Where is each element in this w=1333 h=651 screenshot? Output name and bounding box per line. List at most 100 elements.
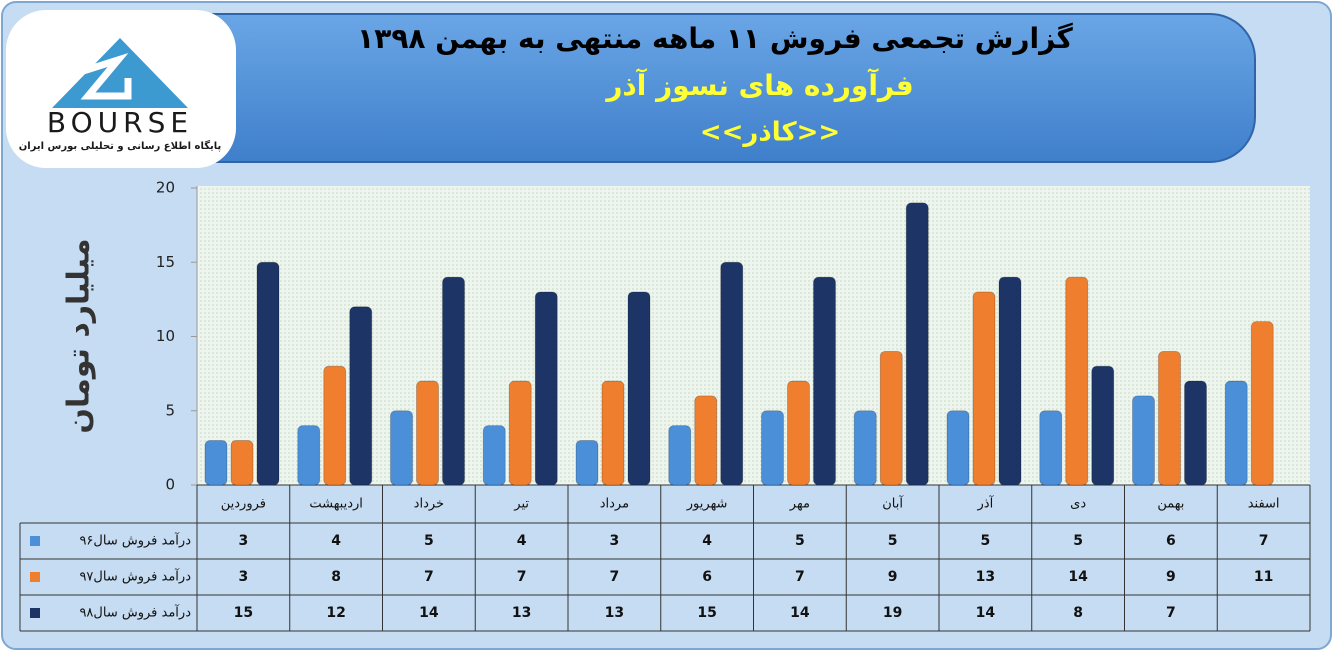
bar xyxy=(1065,276,1089,486)
table-cell: 12 xyxy=(326,605,345,621)
x-tick-label: مهر xyxy=(789,497,810,512)
logo: BOURSE پایگاه اطلاع رسانی و تحلیلی بورس … xyxy=(6,10,236,168)
x-tick-label: آذر xyxy=(977,495,995,512)
table-cell: 5 xyxy=(1073,533,1083,549)
table-cell: 6 xyxy=(1166,533,1176,549)
table-cell: 7 xyxy=(517,569,527,585)
table-cell: 7 xyxy=(1166,605,1176,621)
bar xyxy=(230,440,254,486)
bar xyxy=(998,276,1022,486)
x-tick-label: فروردین xyxy=(221,497,266,512)
table-cell: 4 xyxy=(517,533,527,549)
logo-mark xyxy=(78,53,132,100)
bar xyxy=(601,380,625,486)
table-cell: 3 xyxy=(239,533,249,549)
bar xyxy=(508,380,532,486)
table-cell: 14 xyxy=(976,605,996,621)
table-cell: 7 xyxy=(795,569,805,585)
bar xyxy=(1224,380,1248,486)
bar xyxy=(204,440,228,486)
legend-label: درآمد فروش سال۹۷ xyxy=(79,568,191,585)
chart-subtitle: فرآورده های نسوز آذر xyxy=(604,68,913,102)
table-cell: 19 xyxy=(883,605,902,621)
bar xyxy=(720,261,744,486)
table-cell: 5 xyxy=(888,533,898,549)
table-cell: 4 xyxy=(331,533,341,549)
x-tick-label: اسفند xyxy=(1248,497,1280,512)
chart-title: گزارش تجمعی فروش ۱۱ ماهه منتهی به بهمن ۱… xyxy=(357,22,1073,55)
x-tick-label: اردیبهشت xyxy=(309,497,363,512)
legend-label: درآمد فروش سال۹۸ xyxy=(79,604,191,621)
logo-text: BOURSE xyxy=(47,106,193,139)
bar xyxy=(668,425,692,486)
bar xyxy=(905,202,929,486)
bar xyxy=(390,410,413,486)
bar xyxy=(323,365,347,486)
bar xyxy=(256,261,280,486)
bar xyxy=(1250,321,1274,486)
bar xyxy=(853,410,877,486)
table-cell: 13 xyxy=(512,605,531,621)
table-cell: 14 xyxy=(419,605,439,621)
table-cell: 8 xyxy=(1073,605,1083,621)
bar xyxy=(946,410,970,486)
logo-subtitle: پایگاه اطلاع رسانی و تحلیلی بورس ایران xyxy=(19,139,222,152)
bar xyxy=(1091,365,1115,486)
table-cell: 11 xyxy=(1254,569,1273,585)
table-cell: 7 xyxy=(424,569,434,585)
bar xyxy=(349,306,373,486)
legend-swatch xyxy=(30,608,40,618)
table-cell: 9 xyxy=(1166,569,1176,585)
table-cell: 8 xyxy=(331,569,341,585)
bar xyxy=(972,291,996,486)
table-cell: 7 xyxy=(610,569,620,585)
y-tick-label: 20 xyxy=(156,179,175,197)
x-tick-label: دی xyxy=(1070,497,1086,512)
bar xyxy=(879,350,903,486)
bar xyxy=(1184,380,1207,486)
bar xyxy=(297,425,321,486)
table-cell: 5 xyxy=(795,533,805,549)
legend-swatch xyxy=(30,572,40,582)
bar xyxy=(1039,410,1063,486)
y-axis-title: میلیارد تومان xyxy=(62,238,97,433)
table-cell: 15 xyxy=(234,605,253,621)
x-tick-label: تیر xyxy=(513,497,529,512)
logo-shape xyxy=(52,38,188,108)
bar xyxy=(813,276,836,486)
bar xyxy=(534,291,558,486)
bar xyxy=(442,276,465,486)
bar xyxy=(787,380,810,486)
plot-area xyxy=(197,186,1310,485)
x-tick-label: بهمن xyxy=(1157,497,1184,512)
x-tick-label: خرداد xyxy=(414,497,444,512)
table-cell: 3 xyxy=(239,569,249,585)
bar xyxy=(416,380,439,486)
bar xyxy=(761,410,784,486)
table-cell: 5 xyxy=(424,533,434,549)
table-cell: 15 xyxy=(697,605,716,621)
legend-swatch xyxy=(30,536,40,546)
y-tick-label: 10 xyxy=(156,327,175,345)
y-tick-label: 5 xyxy=(165,401,175,419)
legend-label: درآمد فروش سال۹۶ xyxy=(79,532,191,549)
y-tick-label: 15 xyxy=(156,253,175,271)
table-cell: 13 xyxy=(976,569,995,585)
x-tick-label: مرداد xyxy=(600,497,629,512)
bar xyxy=(694,395,718,486)
table-cell: 13 xyxy=(605,605,624,621)
table-cell: 3 xyxy=(610,533,620,549)
x-tick-label: شهریور xyxy=(686,497,728,512)
table-cell: 14 xyxy=(790,605,810,621)
y-tick-label: 0 xyxy=(165,476,175,494)
x-tick-label: آبان xyxy=(882,495,904,512)
table-cell: 5 xyxy=(981,533,991,549)
table-cell: 14 xyxy=(1068,569,1088,585)
bar xyxy=(575,440,599,486)
table-cell: 7 xyxy=(1259,533,1269,549)
table-cell: 4 xyxy=(702,533,712,549)
table-cell: 9 xyxy=(888,569,898,585)
bar xyxy=(627,291,651,486)
table-cell: 6 xyxy=(702,569,712,585)
